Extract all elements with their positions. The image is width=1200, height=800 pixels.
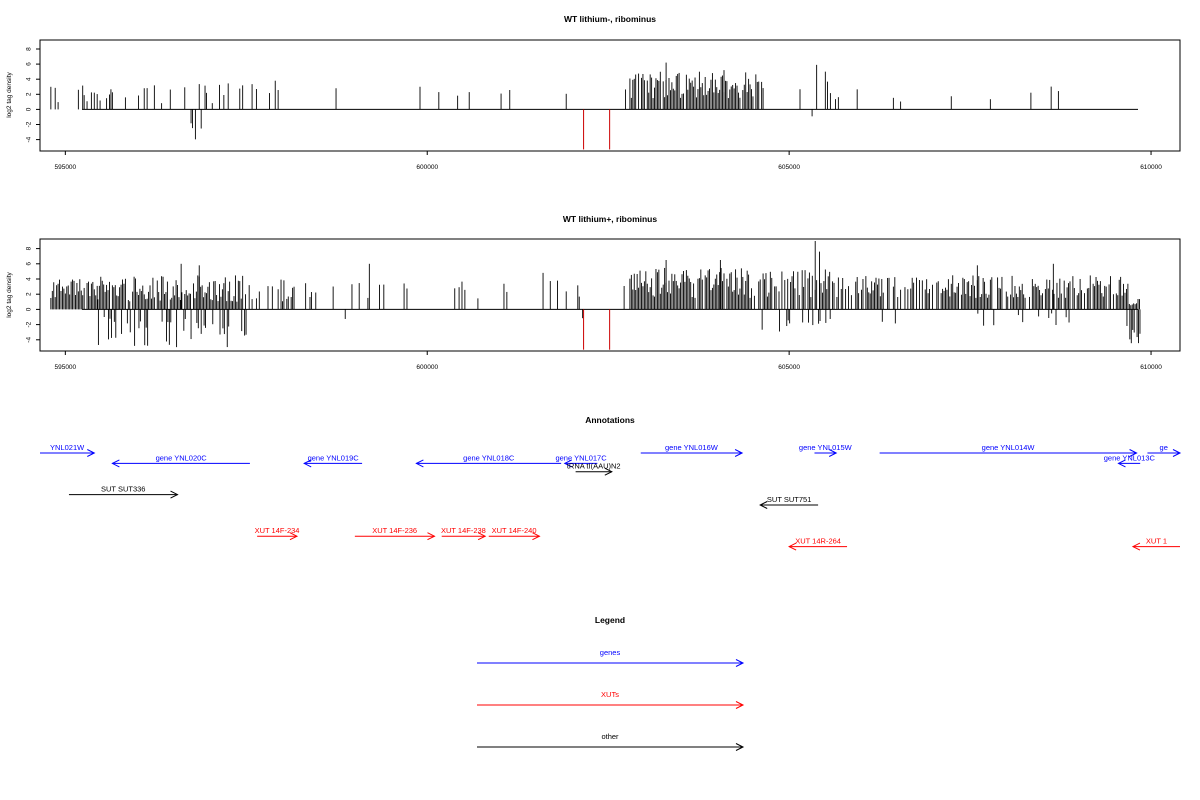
legend: Legend genes XUTs other [477,615,745,751]
annotations-title: Annotations [585,415,635,425]
x-tick-label: 600000 [416,164,438,171]
annotation-arrow: gene YNL017C [555,453,607,468]
y-axis: -4 -2 0 2 4 6 8 [26,246,41,343]
y-tick-label: 8 [26,47,33,51]
legend-items: genes XUTs other [477,648,745,751]
annotation-label: XUT 1 [1146,537,1167,546]
x-tick-label: 610000 [1140,164,1162,171]
chart-title: WT lithium+, ribominus [563,214,657,224]
annotation-arrow: XUT 14F-236 [354,526,436,541]
y-tick-label: 6 [26,262,33,266]
x-axis: 595000 600000 605000 610000 [54,150,1162,171]
chart-panel-lithium-plus: WT lithium+, ribominus log2 tag density … [6,214,1181,371]
bar-series [50,62,1059,150]
annotation-arrow: XUT 1 [1131,537,1180,551]
y-tick-label: 2 [26,292,33,296]
annotation-label: SUT SUT336 [101,485,145,494]
annotation-arrow: ge [1147,443,1182,457]
y-tick-label: 0 [26,307,33,311]
annotation-arrow: tRNA tI(AAU)N2 [567,462,621,476]
y-tick-label: -2 [26,121,33,127]
legend-item: other [477,732,745,751]
annotation-label: XUT 14F-238 [441,526,486,535]
y-axis: -4 -2 0 2 4 6 8 [26,47,41,142]
x-tick-label: 595000 [54,164,76,171]
x-tick-label: 600000 [416,364,438,371]
annotation-arrow: gene YNL020C [111,453,250,468]
annotation-label: YNL021W [50,443,85,452]
y-tick-label: 2 [26,92,33,96]
annotation-arrow: gene YNL019C [303,453,363,468]
annotation-label: SUT SUT751 [767,495,811,504]
y-axis-label: log2 tag density [6,71,13,117]
annotation-arrow: gene YNL018C [415,453,562,468]
annotation-label: gene YNL020C [156,453,208,462]
annotation-arrow: gene YNL013C [1104,453,1156,468]
x-tick-label: 595000 [54,364,76,371]
annotation-arrow: SUT SUT336 [68,485,179,499]
annotation-arrow: XUT 14F-240 [488,526,541,541]
annotation-label: gene YNL017C [555,453,607,462]
legend-title: Legend [595,615,625,625]
annotation-label: gene YNL014W [982,443,1036,452]
legend-label: genes [600,648,621,657]
bar-series [50,241,1141,350]
y-axis-label: log2 tag density [6,271,13,317]
annotation-arrow: gene YNL015W [799,443,853,457]
y-tick-label: 0 [26,107,33,111]
x-tick-label: 605000 [778,364,800,371]
annotation-label: ge [1160,443,1168,452]
legend-item: XUTs [477,690,745,709]
annotation-arrow: XUT 14F-238 [441,526,487,541]
annotation-label: XUT 14F-236 [372,526,417,535]
y-tick-label: 4 [26,277,33,281]
annotation-arrow: YNL021W [40,443,96,457]
annotation-features: YNL021W gene YNL020C gene YNL019C gene YNL0… [40,443,1182,551]
x-tick-label: 605000 [778,164,800,171]
annotation-label: gene YNL016W [665,443,719,452]
annotation-label: XUT 14F-240 [492,526,537,535]
annotations-track: Annotations YNL021W gene YNL020C gene YNL0… [40,415,1182,551]
annotation-arrow: SUT SUT751 [759,495,819,509]
chart-panel-lithium-minus: WT lithium-, ribominus log2 tag density … [6,14,1181,171]
legend-label: XUTs [601,690,619,699]
annotation-label: gene YNL015W [799,443,853,452]
annotation-arrow: gene YNL016W [640,443,744,457]
annotation-label: XUT 14R-264 [795,537,841,546]
x-axis: 595000 600000 605000 610000 [54,350,1162,371]
legend-label: other [601,732,619,741]
annotation-label: gene YNL018C [463,453,515,462]
y-tick-label: 8 [26,246,33,250]
annotation-arrow: XUT 14R-264 [788,537,848,551]
chart-title: WT lithium-, ribominus [564,14,656,24]
annotation-arrow: XUT 14F-234 [255,526,300,541]
annotation-label: gene YNL013C [1104,453,1156,462]
annotation-label: tRNA tI(AAU)N2 [567,462,621,471]
y-tick-label: -4 [26,337,33,343]
legend-item: genes [477,648,745,667]
annotation-label: gene YNL019C [308,453,360,462]
y-tick-label: 4 [26,77,33,81]
x-tick-label: 610000 [1140,364,1162,371]
y-tick-label: -2 [26,321,33,327]
annotation-arrow: gene YNL014W [879,443,1138,457]
annotation-label: XUT 14F-234 [255,526,300,535]
y-tick-label: 6 [26,62,33,66]
y-tick-label: -4 [26,136,33,142]
